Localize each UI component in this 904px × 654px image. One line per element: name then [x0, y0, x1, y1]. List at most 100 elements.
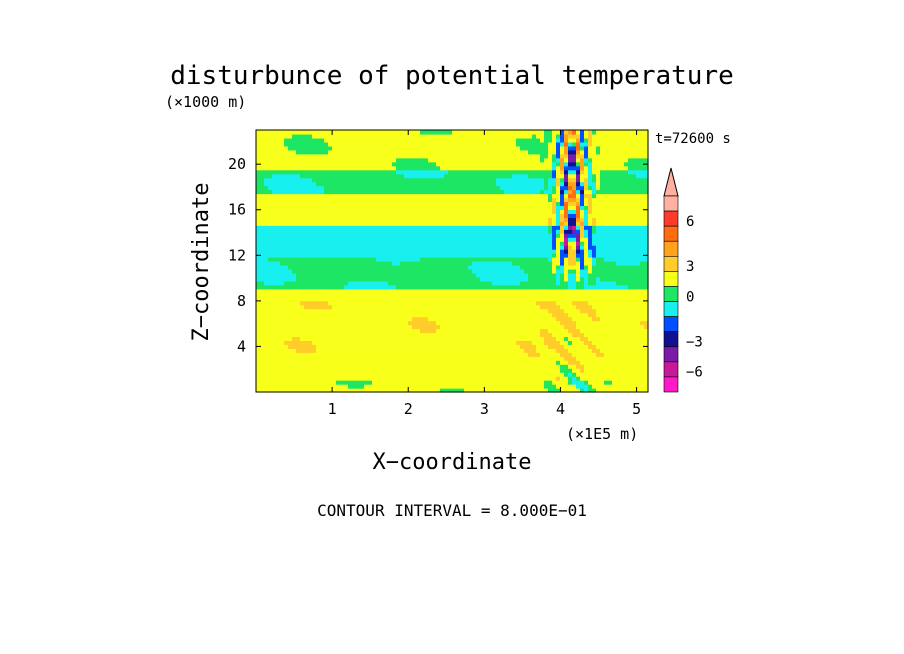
field-cell — [512, 324, 517, 330]
field-cell — [268, 380, 273, 385]
field-cell — [460, 284, 465, 290]
field-cell — [464, 193, 469, 199]
field-cell — [464, 296, 469, 302]
field-cell — [544, 328, 549, 334]
field-cell — [368, 344, 373, 349]
field-cell — [428, 332, 433, 338]
field-cell — [588, 340, 593, 345]
field-cell — [600, 221, 605, 226]
field-cell — [516, 340, 521, 345]
field-cell — [588, 229, 593, 234]
field-cell — [464, 324, 469, 330]
field-cell — [344, 229, 349, 234]
field-cell — [532, 364, 537, 369]
field-cell — [296, 205, 301, 210]
field-cell — [560, 217, 565, 222]
field-cell — [364, 336, 369, 341]
field-cell — [320, 189, 325, 195]
field-cell — [552, 197, 557, 203]
field-cell — [392, 364, 397, 369]
field-cell — [340, 324, 345, 330]
field-cell — [588, 201, 593, 207]
field-cell — [592, 272, 597, 278]
field-cell — [384, 237, 389, 242]
field-cell — [524, 201, 529, 207]
field-cell — [260, 245, 265, 250]
field-cell — [572, 264, 577, 270]
field-cell — [420, 388, 425, 393]
field-cell — [448, 376, 453, 381]
field-cell — [476, 237, 481, 242]
field-cell — [344, 292, 349, 298]
field-cell — [488, 336, 493, 341]
field-cell — [632, 372, 637, 377]
field-cell — [476, 201, 481, 207]
field-cell — [596, 237, 601, 242]
field-cell — [496, 320, 501, 326]
field-cell — [356, 328, 361, 334]
field-cell — [300, 292, 305, 298]
field-cell — [316, 348, 321, 353]
field-cell — [588, 336, 593, 341]
field-cell — [480, 205, 485, 210]
field-cell — [436, 257, 441, 262]
field-cell — [536, 352, 541, 357]
field-cell — [352, 384, 357, 389]
field-cell — [260, 332, 265, 338]
field-cell — [580, 372, 585, 377]
field-cell — [308, 376, 313, 381]
field-cell — [280, 304, 285, 310]
field-cell — [356, 253, 361, 258]
field-cell — [560, 233, 565, 238]
field-cell — [392, 205, 397, 210]
field-cell — [320, 253, 325, 258]
field-cell — [584, 213, 589, 218]
field-cell — [324, 189, 329, 195]
field-cell — [532, 193, 537, 199]
field-cell — [516, 205, 521, 210]
field-cell — [492, 376, 497, 381]
field-cell — [324, 268, 329, 274]
field-cell — [516, 233, 521, 238]
field-cell — [540, 332, 545, 338]
field-cell — [600, 205, 605, 210]
field-cell — [404, 264, 409, 270]
field-cell — [524, 233, 529, 238]
field-cell — [600, 360, 605, 365]
field-cell — [456, 233, 461, 238]
field-cell — [400, 193, 405, 199]
field-cell — [588, 372, 593, 377]
field-cell — [272, 384, 277, 389]
field-cell — [476, 189, 481, 195]
field-cell — [548, 364, 553, 369]
field-cell — [480, 272, 485, 278]
field-cell — [364, 193, 369, 199]
field-cell — [364, 376, 369, 381]
field-cell — [604, 217, 609, 222]
field-cell — [492, 280, 497, 286]
field-cell — [624, 312, 629, 318]
field-cell — [384, 356, 389, 361]
field-cell — [472, 360, 477, 365]
field-cell — [256, 356, 261, 361]
field-cell — [612, 332, 617, 338]
field-cell — [336, 280, 341, 286]
field-cell — [480, 364, 485, 369]
field-cell — [444, 384, 449, 389]
field-cell — [496, 233, 501, 238]
field-cell — [632, 328, 637, 334]
field-cell — [292, 237, 297, 242]
field-cell — [332, 221, 337, 226]
field-cell — [608, 308, 613, 314]
field-cell — [624, 304, 629, 310]
field-cell — [644, 372, 649, 377]
field-cell — [424, 253, 429, 258]
field-cell — [568, 320, 573, 326]
field-cell — [556, 340, 561, 345]
field-cell — [636, 209, 641, 214]
field-cell — [616, 376, 621, 381]
field-cell — [472, 241, 477, 246]
field-cell — [512, 316, 517, 322]
field-cell — [480, 268, 485, 274]
field-cell — [628, 388, 633, 393]
